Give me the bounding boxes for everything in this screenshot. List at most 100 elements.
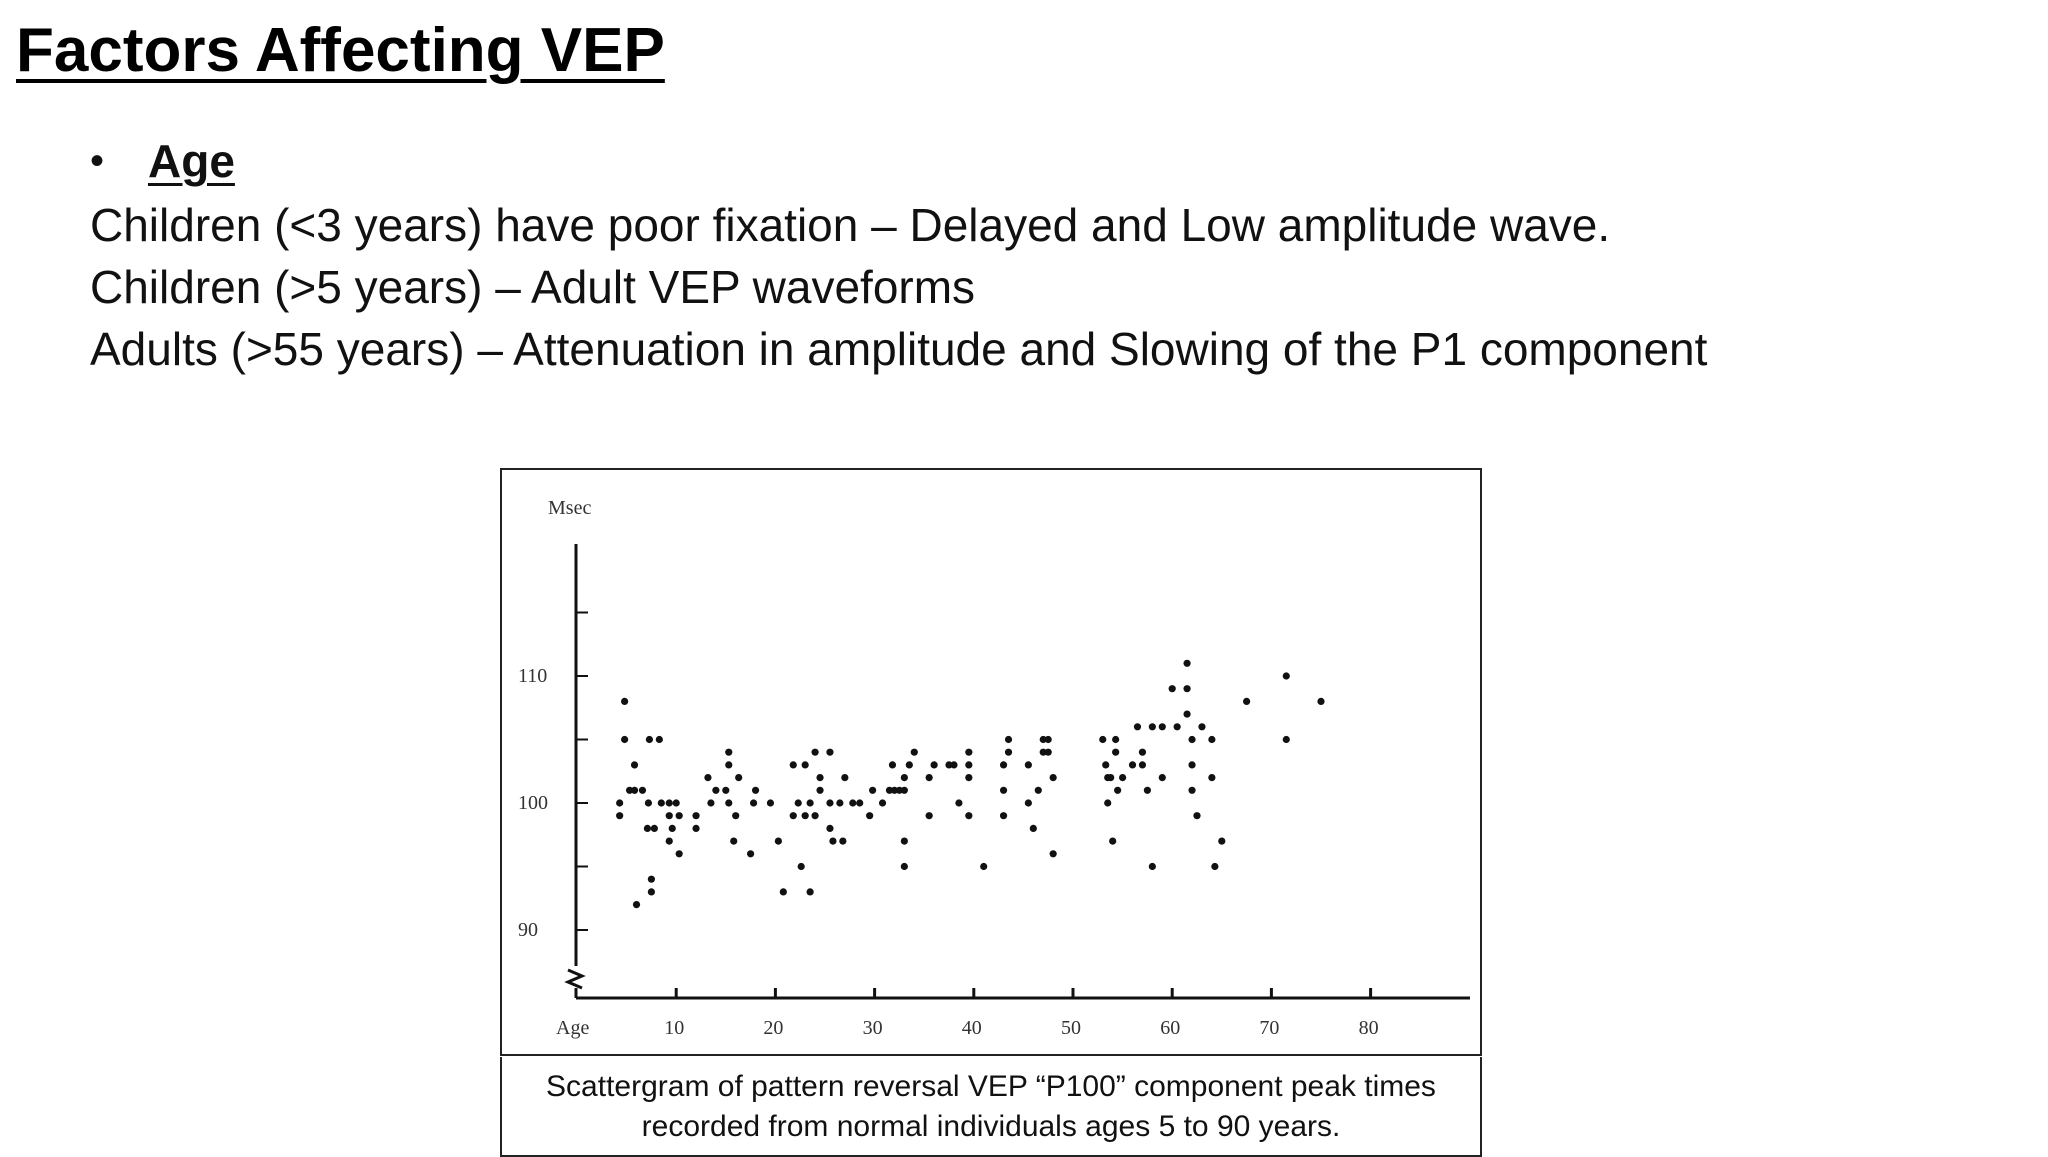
scatter-point <box>779 888 787 896</box>
scatter-point <box>1211 862 1219 871</box>
scatter-point <box>1109 837 1117 845</box>
scatter-point <box>1039 748 1047 756</box>
scatter-point <box>1282 672 1290 680</box>
scatter-point <box>806 799 814 807</box>
y-tick-label: 90 <box>518 919 538 941</box>
x-tick-label: 80 <box>1359 1017 1379 1039</box>
scatter-point <box>789 761 797 769</box>
scatter-point <box>1138 761 1147 769</box>
scatter-point <box>1099 735 1107 744</box>
scatter-point <box>747 850 755 858</box>
scatter-point <box>841 774 849 782</box>
scatter-point <box>1044 748 1052 756</box>
scatter-point <box>1183 710 1191 718</box>
scatter-point <box>1104 799 1112 807</box>
scatter-point <box>811 748 819 756</box>
scatter-point <box>1188 786 1196 794</box>
scatter-point <box>1039 735 1047 744</box>
scatter-point <box>829 837 837 845</box>
scatter-point <box>1183 685 1191 693</box>
scatter-point <box>725 799 733 807</box>
scatter-point <box>675 850 683 858</box>
scatter-point <box>1112 748 1120 756</box>
scatter-point <box>856 799 864 807</box>
scatter-point <box>707 799 715 807</box>
scatter-point <box>925 774 933 782</box>
scatter-point <box>672 799 680 807</box>
x-tick-label: 60 <box>1160 1017 1180 1039</box>
y-tick-label: 100 <box>518 792 548 814</box>
scatter-point <box>849 799 857 807</box>
scatter-point <box>704 774 712 782</box>
scatter-point <box>910 748 918 756</box>
scatter-point <box>1148 862 1156 871</box>
scatter-point <box>789 812 797 820</box>
scatter-point <box>1024 761 1032 769</box>
scatter-point <box>900 837 908 845</box>
scatter-point <box>1168 685 1176 693</box>
scatter-point <box>965 774 973 782</box>
x-axis-label: Age <box>556 1017 589 1039</box>
scatter-point <box>811 812 819 820</box>
scatter-point <box>621 735 629 744</box>
scatter-point <box>895 786 903 794</box>
scatter-point <box>625 786 634 794</box>
scatter-point <box>1173 723 1181 731</box>
scatter-point <box>930 761 938 769</box>
bullet-dot-icon: • <box>90 139 105 183</box>
scatter-point <box>1138 748 1147 756</box>
bullet-heading: Age <box>148 135 235 187</box>
scatter-point <box>925 812 933 820</box>
scatter-point <box>668 824 676 832</box>
scatter-point <box>1148 723 1156 731</box>
scatter-point <box>900 786 908 794</box>
scatter-point <box>806 888 814 896</box>
scatter-point <box>725 748 733 756</box>
scatter-point <box>980 862 988 871</box>
scatter-point <box>616 812 624 820</box>
scatter-point <box>647 875 655 883</box>
x-tick-label: 50 <box>1061 1017 1081 1039</box>
scatter-point <box>657 799 665 807</box>
bullet-row-age: • Age <box>90 128 1990 194</box>
scatter-point <box>1114 786 1122 794</box>
scatter-point <box>630 786 639 794</box>
scatter-point <box>675 812 683 820</box>
body-line-children-under-3: Children (<3 years) have poor fixation –… <box>90 199 1611 251</box>
scatter-point <box>1004 748 1013 756</box>
ticks-layer: 90 100 110 10 20 30 40 50 60 70 80 <box>518 611 1379 1039</box>
scatter-point <box>712 786 720 794</box>
scatter-point <box>999 786 1008 794</box>
scatter-point <box>888 761 897 769</box>
scatter-point <box>945 761 953 769</box>
scatter-point <box>869 786 877 794</box>
x-tick-label: 10 <box>664 1017 684 1039</box>
scatter-point <box>647 888 655 896</box>
scatter-point <box>1034 786 1042 794</box>
scatter-point <box>1119 774 1127 782</box>
scatter-point <box>665 837 673 845</box>
x-tick-label: 70 <box>1259 1017 1279 1039</box>
scatter-point <box>655 735 663 744</box>
scatter-point <box>999 812 1008 820</box>
scatter-point <box>1158 723 1166 731</box>
scatter-point <box>1193 812 1201 820</box>
scatter-point <box>1317 697 1325 705</box>
scatter-point <box>826 824 834 832</box>
scatter-point <box>1128 761 1137 769</box>
x-tick-label: 40 <box>962 1017 982 1039</box>
scatter-point <box>774 837 782 845</box>
axes-layer <box>564 544 1470 1000</box>
scatter-point <box>826 799 834 807</box>
scatter-point <box>1158 774 1166 782</box>
scatter-point <box>725 761 733 769</box>
scatter-point <box>1044 735 1052 744</box>
scatter-point <box>1004 735 1013 744</box>
caption-line-1: Scattergram of pattern reversal VEP “P10… <box>546 1070 1436 1103</box>
scatter-point <box>1102 761 1110 769</box>
scatter-point <box>1218 837 1226 845</box>
x-tick-label: 30 <box>863 1017 883 1039</box>
bullet-block: • Age Children (<3 years) have poor fixa… <box>90 128 1990 380</box>
caption-line-2: recorded from normal individuals ages 5 … <box>641 1110 1341 1143</box>
scatter-point <box>722 786 730 794</box>
